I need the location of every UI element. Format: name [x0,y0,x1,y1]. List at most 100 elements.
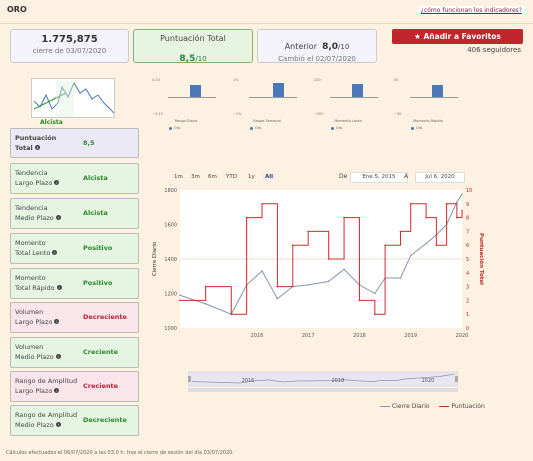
y-tick-label: 1800 [164,188,177,194]
indicator-card-subtitle: Total i [15,144,40,152]
to-date-input[interactable]: Jul 6, 2020 [415,172,465,183]
mini-chart-baseline [249,97,297,98]
price-point [409,254,412,257]
score-series-line [180,203,463,315]
navigator-series [191,373,455,384]
score-point [276,285,279,288]
y2-tick-label: 7 [466,229,469,235]
indicator-card-subtitle: Medio Plazo i [15,214,61,222]
zoom-1m[interactable]: 1m [174,174,183,180]
page-title: ORO [7,5,27,14]
indicator-card-subtitle: Total Rápido i [15,284,62,292]
y2-tick-label: 8 [466,216,469,222]
indicator-card-medium-amplitude: Rango de Amplitud Medio Plazo i Decrecien… [10,405,139,436]
navigator-scrollbar[interactable] [188,388,458,392]
from-date-input[interactable]: Ene 5, 2015 [350,172,408,183]
indicator-card-value: Creciente [83,382,119,390]
price-point [327,280,330,283]
y-axis-label: Cierre Diario [152,241,158,276]
info-icon[interactable]: i [55,354,61,359]
zoom-ytd[interactable]: YTD [226,174,237,180]
mini-chart-label: Rango Diario [174,119,198,123]
score-point [461,209,463,212]
add-favorites-button[interactable]: ★ Añadir a Favoritos [392,29,523,44]
indicator-card-subtitle: Total Lento i [15,249,58,257]
zoom-1y[interactable]: 1y [248,174,255,180]
indicator-card-value: Decreciente [83,313,127,321]
mini-chart-bar [190,85,201,97]
price-legend-swatch [380,406,390,407]
indicator-card-subtitle: Largo Plazo i [15,179,60,187]
help-link[interactable]: ¿cómo funcionan los indicadores? [417,6,525,15]
score-point [425,216,427,219]
legend-dot-icon [331,126,334,130]
mini-chart-baseline [330,97,378,98]
indicator-card-value: Creciente [83,348,119,356]
price-point [204,303,207,305]
y2-tick-label: 6 [466,243,469,249]
info-icon[interactable]: i [56,285,62,290]
info-icon[interactable]: i [34,145,40,150]
score-point [261,203,263,205]
zoom-all[interactable]: All [263,174,276,180]
score-value: 8,5 [179,54,196,64]
info-icon[interactable]: i [52,250,58,255]
info-icon[interactable]: i [55,215,61,220]
indicator-card-subtitle: Medio Plazo i [15,353,61,361]
indicator-card-title: Puntuación [15,134,57,142]
score-point [409,203,412,205]
navigator-tick-label: 2020 [422,378,435,384]
navigator-handle-left[interactable] [188,376,191,382]
score-title: Puntuación Total [160,34,226,43]
info-icon[interactable]: i [54,319,60,324]
mini-chart-legend: Oro [411,126,422,130]
indicator-card-title: Volumen [15,308,44,316]
price-date: cierre de 03/07/2020 [32,47,107,55]
navigator-handle-right[interactable] [455,376,458,382]
mini-chart-slow-momentum: 200 −200 Momento Lento Oro [314,78,382,130]
zoom-6m[interactable]: 6m [208,174,217,180]
star-icon: ★ [414,32,421,41]
y2-tick-label: 5 [466,257,469,263]
indicator-card-subtitle: Largo Plazo i [15,318,60,326]
indicator-card-slow-momentum: Momento Total Lento i Positivo [10,233,139,264]
legend-dot-icon [411,126,414,130]
navigator-track [188,371,458,387]
mini-chart-legend: Oro [331,126,342,130]
zoom-3m[interactable]: 3m [191,174,200,180]
score-point [384,244,386,246]
price-point [343,268,345,271]
info-icon[interactable]: i [55,422,61,427]
mini-chart-top-tick: 1% [233,78,239,82]
mini-chart-bottom-tick: −1% [233,112,242,116]
info-icon[interactable]: i [54,180,60,185]
y-tick-label: 1200 [164,292,177,298]
price-point [399,277,402,279]
indicator-card-subtitle: Largo Plazo i [15,387,60,395]
mini-chart-top-tick: 200 [314,78,321,82]
y2-tick-label: 4 [466,271,469,277]
y2-tick-label: 10 [466,188,472,194]
mini-chart-legend: Oro [169,126,180,130]
mini-chart-daily-range: 0,43 −0,43 Rango Diario Oro [152,78,220,130]
mini-chart-baseline [410,97,458,98]
mini-chart-baseline [168,97,216,98]
page-header: ORO ¿cómo funcionan los indicadores? [0,0,533,24]
price-value: 1.775,875 [41,34,98,45]
price-series-line [179,194,463,315]
price-point [307,284,309,286]
followers-count: 406 seguidores [467,46,521,54]
indicator-card-value: Positivo [83,279,113,287]
trend-thumbnail-graphic [33,81,115,117]
price-legend-label[interactable]: Cierre Diario [391,403,430,410]
mini-chart-bar [273,83,284,97]
score-point [327,258,330,260]
score-legend-label[interactable]: Puntuación [451,403,485,410]
score-point [456,216,458,219]
score-box: Puntuación Total 8,5/10 [133,29,253,64]
indicator-card-value: 8,5 [83,139,95,147]
info-icon[interactable]: i [54,388,60,393]
navigator[interactable]: 2016 2018 2020 [188,370,458,394]
previous-label: Anterior [284,42,317,51]
score-point [343,216,345,219]
